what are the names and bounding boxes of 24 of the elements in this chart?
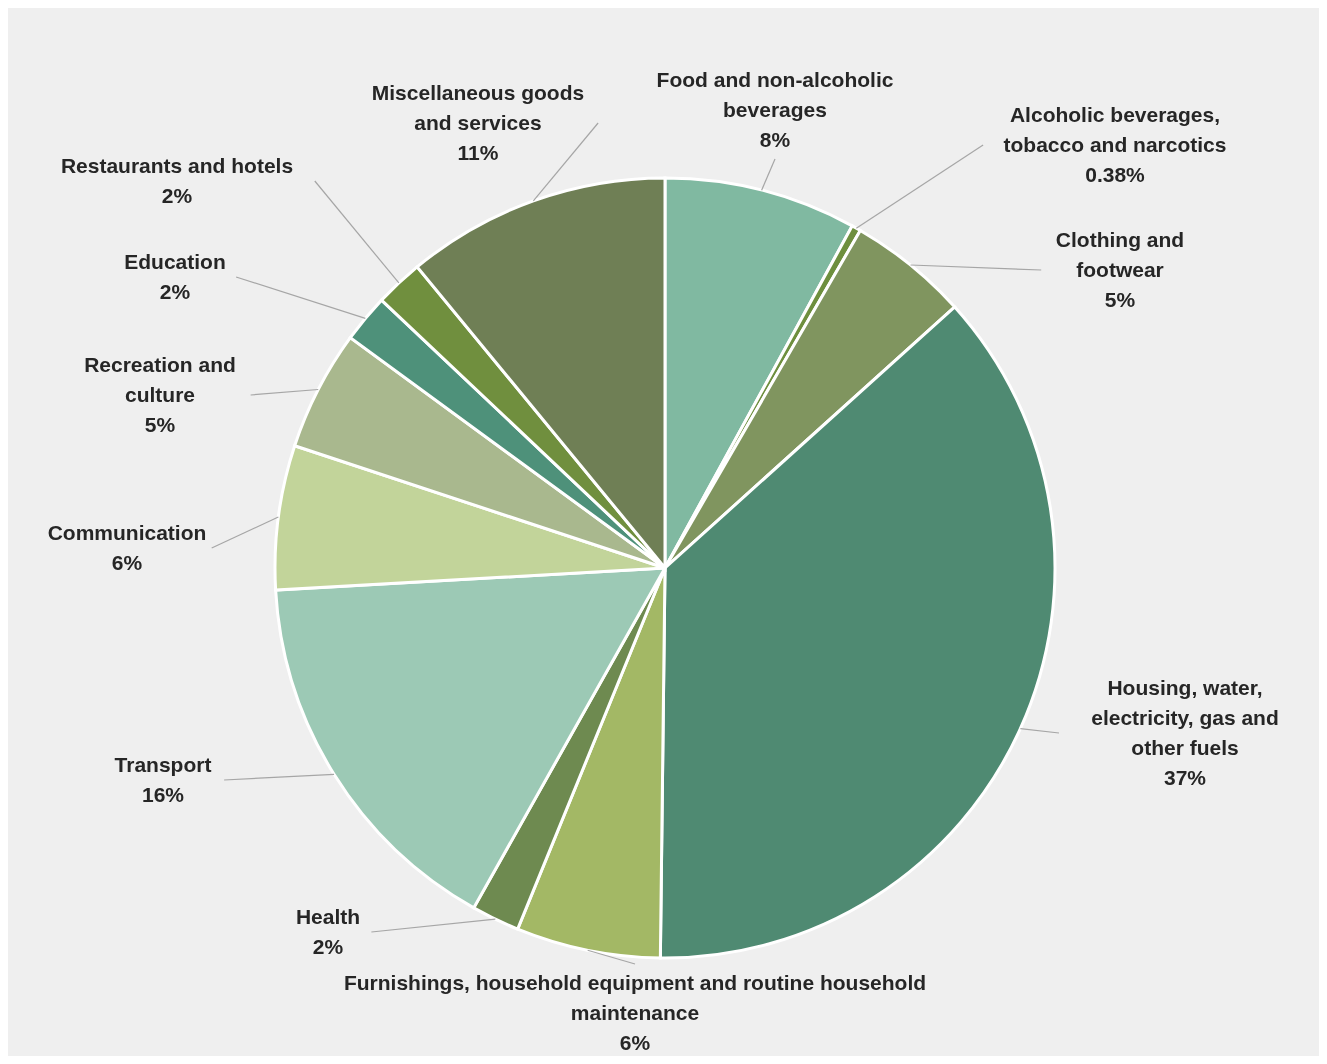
data-label: 5% — [1104, 287, 1136, 311]
data-label: 16% — [141, 782, 185, 806]
slice-label: Education — [124, 249, 226, 273]
slice-label: Recreation and culture — [84, 352, 236, 406]
slice-label: Alcoholic beverages, tobacco and narcotics — [1003, 102, 1227, 156]
slice-label: Housing, water, electricity, gas and other fuels — [1091, 675, 1279, 759]
data-label: 2% — [161, 183, 193, 207]
slice-label: Food and non-alcoholic beverages — [656, 67, 894, 121]
data-label: 5% — [144, 412, 176, 436]
data-label: 2% — [159, 279, 191, 303]
data-label: 11% — [457, 140, 499, 164]
slice-label: Communication — [47, 520, 207, 544]
slice-label: Health — [295, 904, 361, 928]
slice-label: Restaurants and hotels — [60, 153, 294, 177]
slice-label: Miscellaneous goods and services — [371, 80, 585, 134]
data-label: 0.38% — [1085, 162, 1146, 186]
slice-label: Furnishings, household equipment and routine household maintenance — [343, 970, 927, 1024]
slice-label: Clothing and footwear — [1055, 227, 1185, 281]
data-label: 6% — [619, 1030, 651, 1054]
data-label: 2% — [312, 934, 344, 958]
data-label: 8% — [759, 127, 791, 151]
data-label: 37% — [1163, 765, 1207, 789]
slice-label: Transport — [114, 752, 212, 776]
data-label: 6% — [111, 550, 143, 574]
